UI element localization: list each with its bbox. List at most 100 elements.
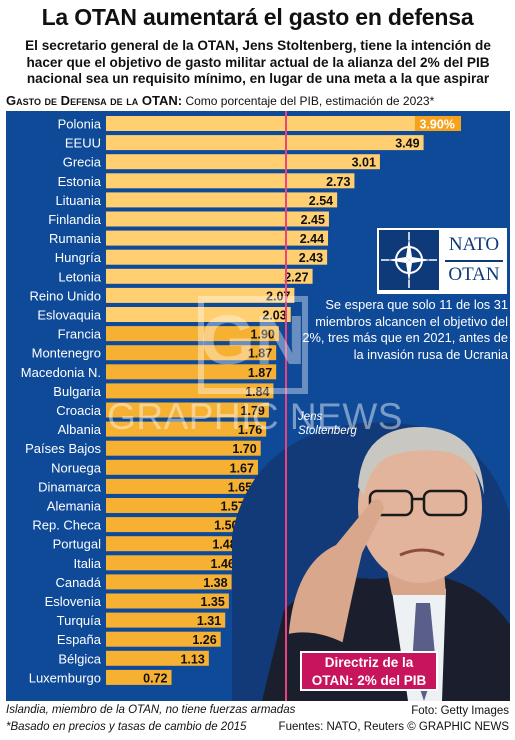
category-label-espana: España xyxy=(57,632,102,647)
value-label-italia: 1.46 xyxy=(211,557,235,571)
category-label-dinamarca: Dinamarca xyxy=(38,479,102,494)
bar-eslovaquia xyxy=(106,307,291,322)
value-label-alemania: 1.57 xyxy=(221,500,245,514)
otan-logo-text: OTAN xyxy=(448,264,500,285)
category-label-estonia: Estonia xyxy=(58,174,102,189)
category-label-bulgaria: Bulgaria xyxy=(53,384,101,399)
footnote-basis: *Basado en precios y tasas de cambio de … xyxy=(6,721,247,733)
value-label-finlandia: 2.45 xyxy=(301,213,325,227)
value-label-francia: 1.90 xyxy=(251,328,275,342)
bar-eeuu xyxy=(106,135,424,151)
value-label-lituania: 2.54 xyxy=(309,194,333,208)
bar-noruega xyxy=(106,459,258,475)
chart-header-subtitle: Como porcentaje del PIB, estimación de 2… xyxy=(182,94,435,108)
value-label-montenegro: 1.87 xyxy=(248,347,272,361)
value-label-eeuu: 3.49 xyxy=(395,137,419,151)
bar-dinamarca xyxy=(106,478,257,494)
category-label-eslovaquia: Eslovaquia xyxy=(37,308,101,323)
callout-text: Se espera que solo 11 de los 31 miembros… xyxy=(302,297,508,362)
value-label-estonia: 2.73 xyxy=(326,175,350,189)
value-label-turquia: 1.31 xyxy=(197,614,221,628)
bar-paises-bajos xyxy=(106,440,261,456)
category-label-portugal: Portugal xyxy=(53,537,102,552)
bar-rumania xyxy=(106,230,329,246)
value-label-reino-unido: 2.07 xyxy=(266,289,290,303)
bar-letonia xyxy=(106,268,313,284)
bar-croacia xyxy=(106,402,269,418)
bar-turquia xyxy=(106,612,226,628)
value-label-macedonia-n: 1.87 xyxy=(248,366,272,380)
category-label-luxemburgo: Luxemburgo xyxy=(29,670,101,685)
value-label-grecia: 3.01 xyxy=(352,156,376,170)
photo-credit: Foto: Getty Images xyxy=(411,705,509,717)
chart-header-title: Gasto de Defensa de la OTAN: xyxy=(6,93,183,108)
value-label-belgica: 1.13 xyxy=(180,652,204,666)
value-label-dinamarca: 1.65 xyxy=(228,480,252,494)
category-label-canada: Canadá xyxy=(55,575,101,590)
bar-rep-checa xyxy=(106,517,243,533)
value-label-hungria: 2.43 xyxy=(299,251,323,265)
value-label-albania: 1.76 xyxy=(238,423,262,437)
bar-belgica xyxy=(106,650,209,666)
value-label-espana: 1.26 xyxy=(192,633,216,647)
bar-reino-unido xyxy=(106,287,295,303)
value-label-canada: 1.38 xyxy=(203,576,227,590)
bar-lituania xyxy=(106,192,338,208)
category-label-albania: Albania xyxy=(58,422,102,437)
category-label-francia: Francia xyxy=(58,327,102,342)
value-label-noruega: 1.67 xyxy=(230,461,254,475)
nato-logo: NATO OTAN xyxy=(376,227,508,295)
category-label-rumania: Rumania xyxy=(49,231,102,246)
bar-francia xyxy=(106,326,279,342)
category-label-montenegro: Montenegro xyxy=(32,346,101,361)
glasses-right xyxy=(422,489,468,517)
bar-luxemburgo xyxy=(106,669,172,685)
glasses-left xyxy=(368,489,414,517)
bar-portugal xyxy=(106,536,241,552)
category-label-paises-bajos: Países Bajos xyxy=(25,441,101,456)
value-label-paises-bajos: 1.70 xyxy=(232,442,256,456)
chart-header: Gasto de Defensa de la OTAN: Como porcen… xyxy=(6,93,511,108)
value-label-polonia: 3.90% xyxy=(419,118,454,132)
category-label-alemania: Alemania xyxy=(47,499,102,514)
category-label-polonia: Polonia xyxy=(58,117,102,132)
nato-compass-icon xyxy=(381,232,437,288)
photo-caption: Jens Stoltenberg xyxy=(298,411,357,437)
category-label-croacia: Croacia xyxy=(56,403,102,418)
category-label-hungria: Hungría xyxy=(55,250,102,265)
bar-espana xyxy=(106,631,221,647)
bar-finlandia xyxy=(106,211,329,227)
bar-bulgaria xyxy=(106,383,274,399)
category-label-turquia: Turquía xyxy=(57,613,102,628)
bar-macedonia-n xyxy=(106,364,277,380)
bar-eslovenia xyxy=(106,593,229,609)
category-label-lituania: Lituania xyxy=(55,193,101,208)
value-label-eslovaquia: 2.03 xyxy=(262,309,286,323)
value-label-luxemburgo: 0.72 xyxy=(143,671,167,685)
bar-montenegro xyxy=(106,345,277,361)
guideline-label: Directriz de la OTAN: 2% del PIB xyxy=(300,651,438,691)
headline: La OTAN aumentará el gasto en defensa xyxy=(41,4,474,30)
head xyxy=(358,431,482,583)
bar-hungria xyxy=(106,249,328,265)
footnote-iceland: Islandia, miembro de la OTAN, no tiene f… xyxy=(6,704,296,716)
bar-polonia xyxy=(106,116,461,131)
value-label-rumania: 2.44 xyxy=(300,232,324,246)
category-label-grecia: Grecia xyxy=(63,155,102,170)
category-label-belgica: Bélgica xyxy=(58,651,101,666)
bar-canada xyxy=(106,574,232,590)
bar-albania xyxy=(106,421,267,437)
category-label-reino-unido: Reino Unido xyxy=(29,288,101,303)
category-label-eeuu: EEUU xyxy=(65,136,101,151)
value-label-rep-checa: 1.50 xyxy=(214,519,238,533)
bar-grecia xyxy=(106,154,380,170)
hair xyxy=(358,426,484,495)
bar-italia xyxy=(106,555,239,571)
target-line-2-percent xyxy=(285,111,287,701)
category-label-italia: Italia xyxy=(74,556,102,571)
category-label-finlandia: Finlandia xyxy=(48,212,102,227)
category-label-macedonia-n: Macedonia N. xyxy=(21,365,101,380)
subhead: El secretario general de la OTAN, Jens S… xyxy=(25,38,491,86)
value-label-letonia: 2.27 xyxy=(284,270,308,284)
chart-panel: Polonia 3.90% EEUU 3.49 Grecia 3.01 Estonia 2.7… xyxy=(6,111,510,701)
